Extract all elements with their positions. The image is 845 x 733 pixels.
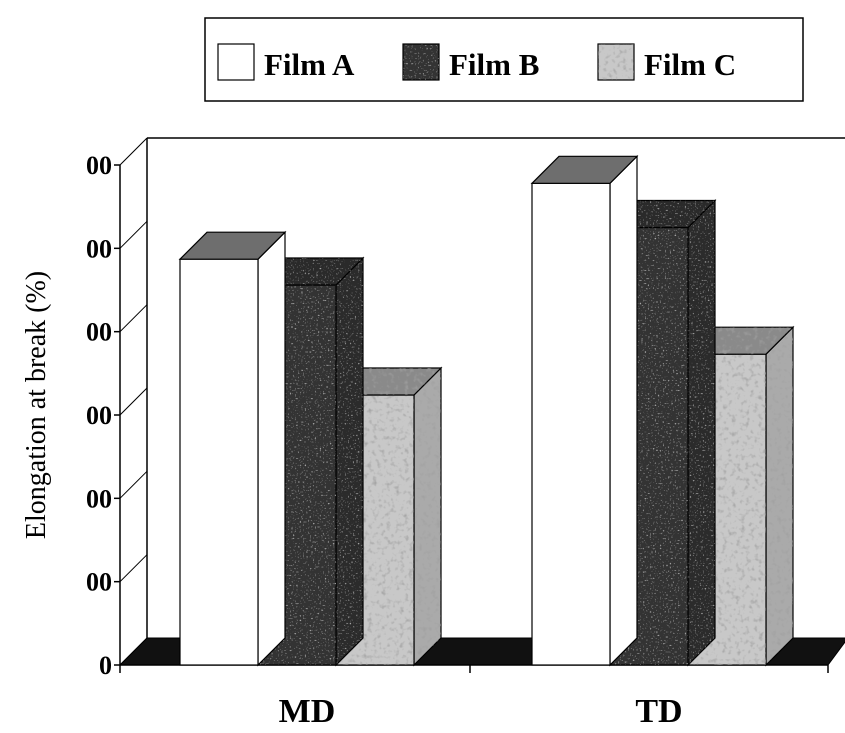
legend-item-film-a: Film A — [217, 43, 355, 82]
bar-texture — [336, 258, 363, 665]
y-tick-depth — [119, 470, 148, 499]
legend-label: Film C — [644, 47, 736, 82]
y-tick-label: 00 — [86, 401, 112, 430]
y-tick-label: 0 — [99, 651, 112, 680]
x-category-label: TD — [635, 693, 682, 728]
legend-item-film-b: Film B — [402, 43, 539, 82]
bar-top-face — [530, 155, 639, 184]
legend-label: Film B — [449, 47, 539, 82]
bar-film-a-td — [530, 154, 639, 667]
y-tick-label: 00 — [86, 568, 112, 597]
legend-swatch — [217, 43, 255, 81]
y-tick-depth — [119, 387, 148, 416]
bar-texture — [403, 44, 439, 80]
bar-side-face — [609, 154, 638, 667]
y-tick-depth — [119, 304, 148, 333]
legend-box — [204, 17, 804, 102]
x-category-label: MD — [279, 693, 336, 728]
y-tick-label: 00 — [86, 234, 112, 263]
bar-front-face — [531, 182, 611, 666]
legend-label: Film A — [264, 47, 355, 82]
y-tick-depth — [119, 554, 148, 583]
bars-layer — [178, 154, 795, 667]
bar-top-face — [178, 231, 287, 260]
y-tick-label: 00 — [86, 318, 112, 347]
y-tick-depth — [119, 220, 148, 249]
y-tick-depth — [119, 637, 148, 666]
y-axis-title: Elongation at break (%) — [21, 271, 52, 539]
bar-front-face — [179, 258, 259, 666]
y-tick-label: 00 — [86, 151, 112, 180]
bar-texture — [766, 327, 793, 665]
bar-texture — [598, 44, 634, 80]
y-tick-depth — [119, 137, 148, 166]
bar-texture — [414, 368, 441, 665]
bar-side-face — [257, 230, 286, 667]
legend: Film A Film B Film C — [204, 17, 804, 102]
bar-texture — [688, 200, 715, 665]
y-tick-label: 00 — [86, 484, 112, 513]
legend-item-film-c: Film C — [597, 43, 736, 82]
bar-film-c-td — [686, 325, 795, 667]
bar-film-a-md — [178, 230, 287, 667]
